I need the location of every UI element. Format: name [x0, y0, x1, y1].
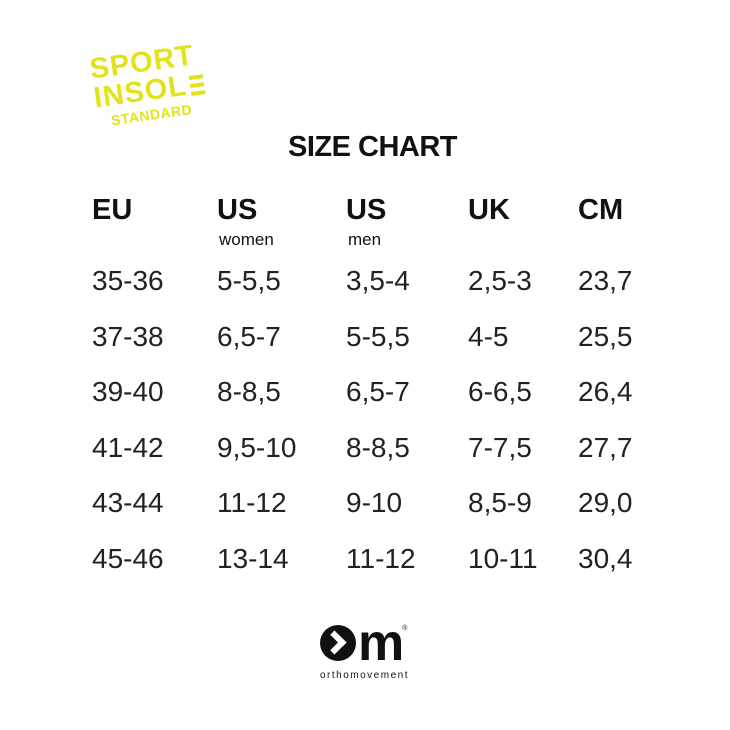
column-subheader: women	[219, 230, 274, 249]
size-cell: 11-12	[217, 487, 287, 519]
size-cell: 29,0	[578, 487, 633, 519]
sport-insole-standard-logo: SPORT INSOL STANDARD	[88, 39, 208, 130]
page-title: SIZE CHART	[288, 131, 458, 163]
size-cell: 8,5-9	[468, 487, 532, 519]
size-cell: 13-14	[217, 542, 289, 574]
column-4: CM 23,7 25,5 26,4 27,7 29,0 30,4	[578, 194, 633, 599]
brand-name: orthomovement	[320, 670, 409, 681]
orthomovement-logo: m ® orthomovement	[320, 614, 430, 681]
size-cell: 5-5,5	[346, 320, 410, 352]
brand-mark: m	[358, 614, 404, 672]
size-cell: 30,4	[578, 542, 633, 574]
size-cell: 8-8,5	[346, 431, 410, 463]
size-cell: 5-5,5	[217, 265, 281, 296]
size-cell: 6,5-7	[346, 376, 410, 408]
column-0: EU 35-36 37-38 39-40 41-42 43-44 45-46	[92, 194, 164, 599]
size-cell: 7-7,5	[468, 431, 532, 463]
size-cell: 25,5	[578, 320, 633, 352]
registered-mark: ®	[402, 625, 408, 632]
size-cell: 9,5-10	[217, 431, 297, 463]
size-cell: 35-36	[92, 265, 164, 296]
column-subheader	[92, 230, 164, 265]
size-cell: 6-6,5	[468, 376, 532, 408]
column-header: US	[346, 194, 387, 226]
column-header: CM	[578, 194, 624, 226]
size-cell: 11-12	[346, 542, 416, 574]
column-subheader	[468, 230, 538, 265]
size-cell: 45-46	[92, 542, 164, 574]
size-cell: 27,7	[578, 431, 633, 463]
column-subheader	[578, 230, 633, 265]
size-cell: 3,5-4	[346, 265, 410, 296]
size-cell: 23,7	[578, 265, 633, 296]
size-cell: 26,4	[578, 376, 633, 408]
logo-e-lines-icon	[188, 73, 205, 96]
column-3: UK 2,5-3 4-5 6-6,5 7-7,5 8,5-9 10-11	[468, 194, 538, 599]
column-header: US	[217, 194, 258, 226]
size-cell: 37-38	[92, 320, 164, 352]
column-2: US men 3,5-4 5-5,5 6,5-7 8-8,5 9-10 11-12	[346, 194, 416, 599]
size-cell: 9-10	[346, 487, 403, 519]
column-header: UK	[468, 194, 510, 226]
column-1: US women 5-5,5 6,5-7 8-8,5 9,5-10 11-12 13-14	[217, 194, 296, 599]
size-cell: 43-44	[92, 487, 164, 519]
size-cell: 4-5	[468, 320, 509, 352]
chevron-circle-icon	[320, 625, 356, 661]
size-cell: 6,5-7	[217, 320, 281, 352]
size-cell: 8-8,5	[217, 376, 281, 408]
size-cell: 39-40	[92, 376, 164, 408]
column-subheader: men	[348, 230, 382, 249]
size-cell: 41-42	[92, 431, 164, 463]
size-cell: 2,5-3	[468, 265, 532, 296]
size-cell: 10-11	[468, 542, 538, 574]
column-header: EU	[92, 194, 133, 226]
